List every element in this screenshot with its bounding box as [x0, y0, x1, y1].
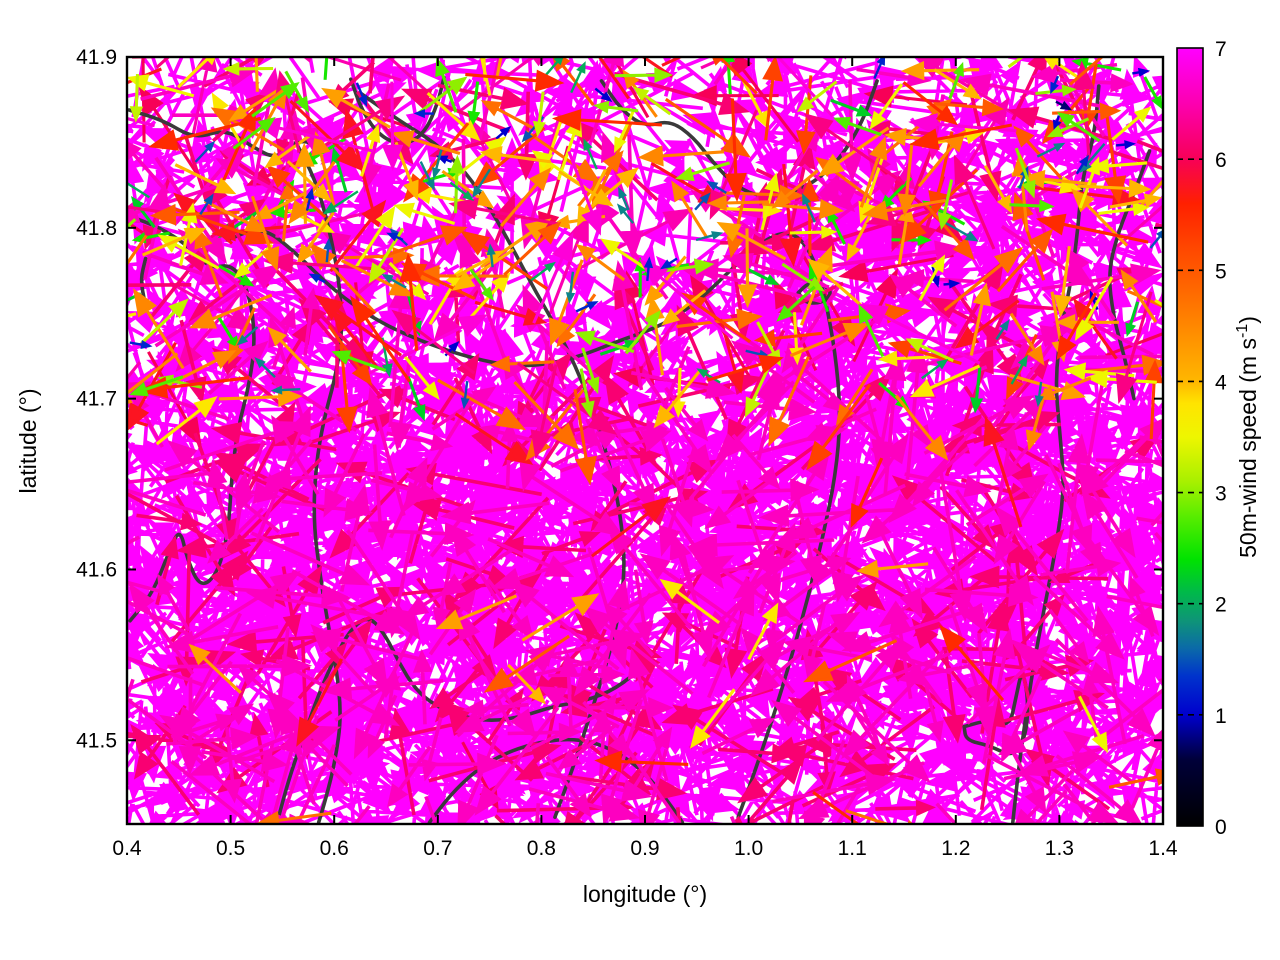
x-tick-label: 0.5 — [216, 837, 245, 860]
colorbar-tick-label: 4 — [1215, 371, 1227, 394]
x-tick-label: 0.4 — [112, 837, 142, 860]
wind-arrow-batch — [141, 68, 1163, 705]
x-tick-label: 1.0 — [734, 837, 763, 860]
y-tick-label: 41.8 — [76, 217, 117, 240]
colorbar-tick-label: 5 — [1215, 260, 1227, 283]
x-axis-label: longitude (°) — [583, 881, 707, 907]
colorbar-tick-label: 3 — [1215, 483, 1227, 506]
wind-arrow-batch — [127, 57, 1028, 385]
x-tick-label: 0.8 — [527, 837, 556, 860]
wind-arrow-batch — [129, 57, 1090, 350]
axis-ticks — [126, 56, 1164, 824]
wind-arrow-batch — [149, 57, 1163, 789]
wind-arrow-batch — [236, 142, 1106, 408]
y-tick-label: 41.9 — [76, 46, 117, 69]
wind-arrow-batch — [127, 67, 1090, 419]
wind-arrow-batch — [138, 69, 1149, 824]
y-tick-label: 41.5 — [76, 729, 117, 752]
y-tick-label: 41.7 — [76, 388, 117, 411]
x-tick-label: 1.3 — [1045, 837, 1074, 860]
colored-vectors-layer — [127, 57, 1163, 824]
wind-arrow-batch — [127, 57, 1017, 375]
x-tick-label: 0.9 — [630, 837, 659, 860]
colorbar-gradient — [1177, 48, 1203, 826]
wind-arrow-batch — [129, 57, 1025, 418]
wind-arrow-batch — [127, 69, 1158, 461]
x-tick-label: 1.1 — [838, 837, 867, 860]
colorbar-tick-label: 2 — [1215, 594, 1227, 617]
x-tick-label: 0.7 — [423, 837, 452, 860]
y-tick-label: 41.6 — [76, 558, 117, 581]
wind-arrow-batch — [127, 98, 1163, 824]
y-axis-label: latitude (°) — [15, 388, 41, 493]
colorbar-tick-label: 1 — [1215, 705, 1227, 728]
colorbar-tick-label: 7 — [1215, 38, 1227, 61]
colorbar-axis-label: 50m-wind speed (m s-1) — [1234, 316, 1261, 558]
wind-arrow-batch — [129, 57, 1101, 397]
colorbar-frame — [1176, 47, 1204, 827]
wind-arrow-batch — [1055, 100, 1073, 111]
colorbar: 0 1 2 3 4 5 6 7 50m-wind speed (m s-1) — [1176, 38, 1261, 839]
axis-tick-labels: 0.4 0.5 0.6 0.7 0.8 0.9 1.0 1.1 1.2 1.3 1.4 41.5 41.… — [76, 46, 1178, 860]
x-tick-label: 1.4 — [1148, 837, 1178, 860]
colorbar-tick-label: 0 — [1215, 816, 1227, 839]
colorbar-tick-labels: 0 1 2 3 4 5 6 7 — [1215, 38, 1227, 839]
colorbar-tick-dashes — [1177, 158, 1203, 716]
x-tick-label: 0.6 — [320, 837, 349, 860]
x-tick-label: 1.2 — [941, 837, 970, 860]
colorbar-tick-label: 6 — [1215, 149, 1227, 172]
